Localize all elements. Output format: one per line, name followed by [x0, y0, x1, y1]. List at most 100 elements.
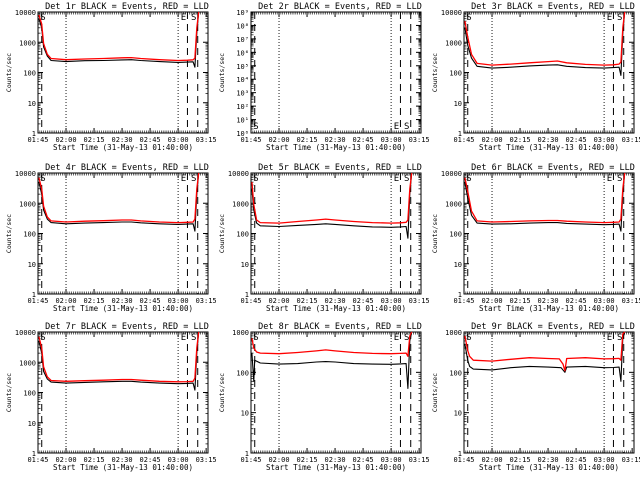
y-tick-label: 100: [236, 369, 249, 377]
x-tick-label: 02:45: [140, 297, 161, 305]
y-tick-label: 10: [28, 420, 36, 428]
y-tick-label: 10000: [15, 9, 36, 17]
series-events-line: [251, 172, 413, 239]
x-tick-label: 03:15: [409, 456, 430, 464]
series-events-line: [38, 172, 200, 232]
y-tick-label: 10²: [236, 103, 249, 111]
series-lld-line: [38, 331, 200, 383]
y-tick-label: 100: [449, 231, 462, 239]
marker-e: E: [607, 174, 612, 184]
x-axis-label: Start Time (31-May-13 01:40:00): [266, 143, 406, 152]
x-tick-label: 02:00: [268, 297, 289, 305]
series-lld-line: [464, 172, 626, 224]
y-tick-label: 10000: [15, 329, 36, 337]
x-tick-label: 03:15: [409, 297, 430, 305]
detector-panel-8: Det 8r BLACK = Events, RED = LLD Counts/s…: [218, 322, 430, 472]
y-tick-label: 10: [28, 100, 36, 108]
chart-title: Det 6r BLACK = Events, RED = LLD: [471, 163, 635, 173]
y-axis-label: Counts/sec: [431, 373, 439, 412]
detector-panel-2: Det 2r BLACK = Events, RED = LLD Counts/s…: [218, 2, 430, 152]
y-tick-label: 1: [245, 450, 249, 458]
x-tick-label: 02:15: [510, 136, 531, 144]
marker-s: S: [617, 13, 622, 23]
x-tick-label: 02:45: [566, 297, 587, 305]
x-tick-label: 02:15: [510, 297, 531, 305]
x-tick-label: 01:45: [240, 456, 261, 464]
y-tick-label: 1: [458, 450, 462, 458]
x-tick-label: 02:30: [325, 456, 346, 464]
chart-title: Det 7r BLACK = Events, RED = LLD: [45, 322, 209, 332]
marker-e: E: [394, 174, 399, 184]
y-tick-label: 1: [32, 450, 36, 458]
series-events-line: [464, 172, 626, 232]
x-tick-label: 03:00: [594, 136, 615, 144]
x-tick-label: 02:00: [481, 136, 502, 144]
x-tick-label: 02:00: [481, 456, 502, 464]
x-tick-label: 02:30: [112, 456, 133, 464]
detector-panel-4: Det 4r BLACK = Events, RED = LLD Counts/s…: [5, 163, 217, 313]
marker-e: E: [394, 122, 399, 132]
x-tick-label: 02:45: [140, 136, 161, 144]
y-axis-label: Counts/sec: [5, 53, 13, 92]
y-tick-label: 1000: [19, 200, 36, 208]
x-tick-label: 01:45: [453, 136, 474, 144]
x-tick-label: 02:30: [538, 297, 559, 305]
plot-frame: [250, 331, 422, 454]
y-axis-label: Counts/sec: [218, 214, 226, 253]
marker-s-start: S: [253, 174, 258, 184]
x-tick-label: 03:15: [409, 136, 430, 144]
marker-s: S: [191, 13, 196, 23]
series-events-line: [251, 331, 413, 389]
marker-s-start: S: [466, 333, 471, 343]
x-axis-label: Start Time (31-May-13 01:40:00): [479, 463, 619, 472]
x-tick-label: 02:00: [268, 136, 289, 144]
series-lld-line: [464, 331, 626, 372]
marker-e: E: [181, 13, 186, 23]
y-tick-label: 1000: [232, 329, 249, 337]
y-tick-label: 1: [458, 130, 462, 138]
y-tick-label: 10000: [15, 170, 36, 178]
y-tick-label: 1000: [445, 39, 462, 47]
x-tick-label: 02:00: [268, 456, 289, 464]
y-tick-label: 10⁹: [236, 9, 249, 17]
x-tick-label: 03:00: [168, 297, 189, 305]
x-tick-label: 03:15: [622, 136, 640, 144]
marker-e: E: [181, 333, 186, 343]
marker-s: S: [617, 333, 622, 343]
plot-frame: [37, 331, 209, 454]
marker-e: E: [394, 333, 399, 343]
marker-s-start: S: [40, 174, 45, 184]
plot-frame: [463, 331, 635, 454]
y-tick-label: 1: [245, 291, 249, 299]
series-lld-line: [464, 11, 626, 66]
x-tick-label: 03:15: [196, 136, 217, 144]
y-tick-label: 10⁷: [236, 36, 249, 44]
x-tick-label: 03:15: [622, 297, 640, 305]
x-tick-label: 03:00: [168, 456, 189, 464]
y-tick-label: 100: [23, 390, 36, 398]
x-tick-label: 02:30: [112, 297, 133, 305]
x-tick-label: 02:15: [297, 136, 318, 144]
chart-title: Det 4r BLACK = Events, RED = LLD: [45, 163, 209, 173]
y-axis-label: Counts/sec: [5, 214, 13, 253]
x-tick-label: 02:15: [297, 297, 318, 305]
chart-title: Det 1r BLACK = Events, RED = LLD: [45, 2, 209, 12]
plot-frame: [463, 11, 635, 134]
x-axis-label: Start Time (31-May-13 01:40:00): [53, 304, 193, 313]
y-tick-label: 100: [23, 70, 36, 78]
marker-s-start: S: [40, 333, 45, 343]
x-axis-label: Start Time (31-May-13 01:40:00): [266, 463, 406, 472]
y-tick-label: 100: [449, 70, 462, 78]
y-axis-label: Counts/sec: [5, 373, 13, 412]
x-tick-label: 02:45: [353, 136, 374, 144]
y-tick-label: 1000: [19, 359, 36, 367]
marker-s: S: [191, 333, 196, 343]
y-tick-label: 10⁶: [236, 49, 249, 57]
y-tick-label: 10: [241, 410, 249, 418]
x-axis-label: Start Time (31-May-13 01:40:00): [479, 304, 619, 313]
marker-s-start: S: [466, 174, 471, 184]
detector-panel-6: Det 6r BLACK = Events, RED = LLD Counts/s…: [431, 163, 640, 313]
x-tick-label: 02:30: [112, 136, 133, 144]
y-tick-label: 1: [458, 291, 462, 299]
y-tick-label: 10000: [441, 170, 462, 178]
